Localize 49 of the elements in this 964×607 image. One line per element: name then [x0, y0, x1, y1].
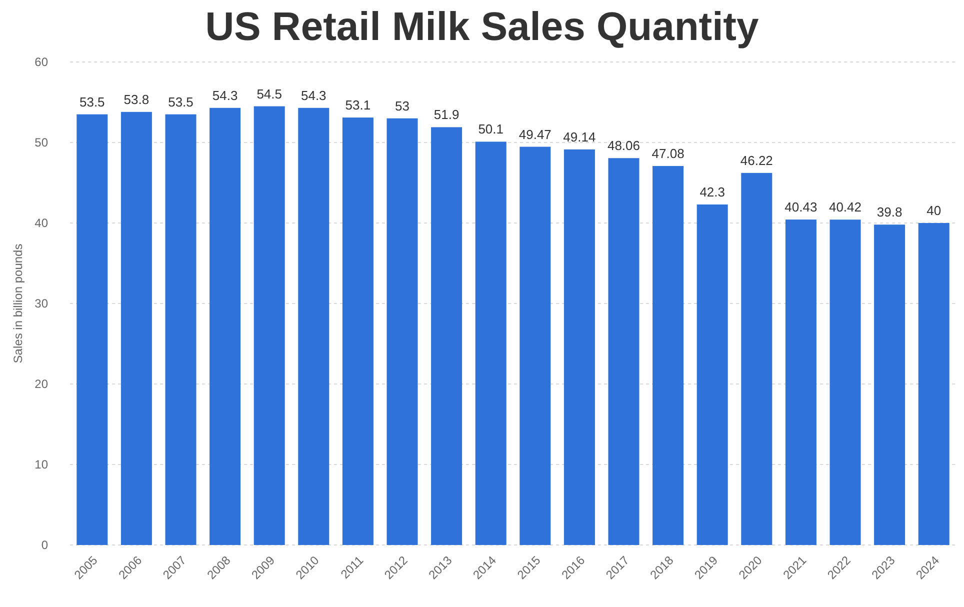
- y-tick-label: 20: [34, 377, 48, 391]
- bar: [520, 146, 551, 545]
- bar: [120, 112, 152, 545]
- data-label: 47.08: [652, 146, 684, 162]
- y-tick-label: 0: [41, 538, 48, 552]
- bar: [741, 172, 772, 545]
- data-label: 53.8: [124, 92, 150, 107]
- bar: [652, 166, 684, 545]
- bar: [210, 108, 241, 545]
- bar: [696, 204, 728, 545]
- data-label: 53.5: [168, 94, 194, 110]
- bar: [254, 106, 285, 545]
- data-label: 40.43: [784, 200, 818, 215]
- data-label: 53.1: [345, 98, 371, 113]
- y-tick-label: 60: [34, 55, 48, 69]
- chart-title: US Retail Milk Sales Quantity: [205, 5, 760, 49]
- y-tick-label: 40: [34, 216, 48, 230]
- data-label: 54.3: [300, 88, 326, 103]
- data-label: 46.22: [740, 152, 773, 168]
- data-label: 53: [395, 98, 410, 114]
- bar: [918, 223, 950, 545]
- bar: [608, 158, 640, 545]
- y-tick-label: 30: [34, 296, 48, 310]
- data-label: 48.06: [607, 138, 640, 154]
- y-axis-title: Sales in billion pounds: [11, 244, 25, 364]
- bar: [431, 127, 462, 545]
- bar: [386, 118, 418, 545]
- bar: [874, 224, 906, 545]
- data-label: 50.1: [478, 122, 504, 137]
- bar: [564, 149, 595, 545]
- bar: [298, 108, 330, 545]
- bar: [785, 220, 816, 545]
- bar: [342, 118, 374, 545]
- data-label: 49.47: [518, 126, 552, 142]
- y-tick-label: 50: [34, 136, 48, 150]
- data-label: 42.3: [700, 184, 726, 200]
- data-label: 54.5: [256, 86, 282, 102]
- data-label: 53.5: [79, 94, 105, 110]
- bar: [165, 114, 196, 545]
- data-label: 49.14: [563, 129, 596, 144]
- data-label: 40: [926, 203, 942, 218]
- data-label: 54.3: [212, 88, 238, 103]
- bar: [830, 220, 861, 545]
- bar: [475, 142, 506, 545]
- data-label: 40.42: [828, 200, 862, 215]
- data-label: 39.8: [876, 204, 902, 220]
- bar: [76, 114, 108, 545]
- data-label: 51.9: [434, 107, 460, 122]
- y-tick-label: 10: [34, 458, 48, 472]
